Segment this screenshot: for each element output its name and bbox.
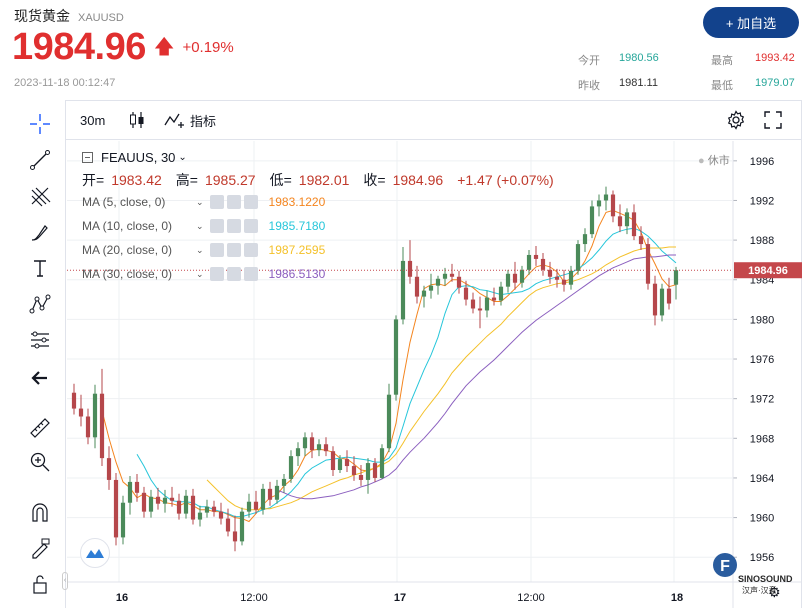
gear-icon[interactable] bbox=[226, 195, 241, 209]
close-icon[interactable] bbox=[243, 195, 258, 209]
ma-5-value: 1983.1220 bbox=[268, 195, 326, 209]
candlestick-icon[interactable] bbox=[128, 109, 146, 131]
gear-icon[interactable] bbox=[226, 267, 241, 281]
instrument-symbol: XAUUSD bbox=[78, 12, 124, 24]
indicators-label: 指标 bbox=[190, 113, 217, 129]
ma-5-row[interactable]: MA (5, close, 0) ⌄ 1983.1220 bbox=[82, 195, 326, 209]
watermark-subtext: 汉声·汉意 bbox=[742, 586, 777, 595]
title-row: 现货黄金 XAUUSD bbox=[14, 6, 124, 26]
text-tool-icon[interactable] bbox=[24, 254, 56, 282]
close-icon[interactable] bbox=[243, 243, 258, 257]
brush-icon[interactable] bbox=[24, 218, 56, 246]
stat-high-value: 1993.42 bbox=[755, 52, 795, 64]
legend-symbol[interactable]: FEAUUS, 30 bbox=[101, 150, 176, 165]
symbol-line: FEAUUS, 30 ⌄ bbox=[82, 150, 187, 165]
ohlc-low: 低= 1982.01 bbox=[269, 172, 350, 188]
stat-open-value: 1980.56 bbox=[619, 52, 659, 64]
ma-10-value: 1985.7180 bbox=[268, 219, 326, 233]
market-closed-badge: ● 休市 bbox=[698, 155, 730, 167]
collapse-icon[interactable] bbox=[82, 152, 93, 163]
eye-icon[interactable] bbox=[209, 219, 224, 233]
ma-20-row[interactable]: MA (20, close, 0) ⌄ 1987.2595 bbox=[82, 243, 326, 257]
stat-low-label: 最低 bbox=[711, 80, 733, 92]
chevron-down-icon: ⌄ bbox=[196, 268, 204, 279]
chevron-down-icon: ⌄ bbox=[196, 220, 204, 231]
instrument-name: 现货黄金 bbox=[14, 8, 70, 24]
zoom-in-icon[interactable] bbox=[24, 448, 56, 476]
trend-line-icon[interactable] bbox=[24, 146, 56, 174]
ma-20-value: 1987.2595 bbox=[268, 243, 326, 257]
crosshair-icon[interactable] bbox=[24, 110, 56, 138]
lock-drawing-icon[interactable] bbox=[24, 534, 56, 562]
add-watchlist-button[interactable]: + 加自选 bbox=[703, 7, 799, 38]
chart-top-toolbar: 30m 指标 bbox=[66, 100, 802, 140]
indicators-icon bbox=[164, 113, 184, 128]
back-arrow-icon[interactable] bbox=[24, 364, 56, 392]
ohlc-line: 开= 1983.42 高= 1985.27 低= 1982.01 收= 1984.96 … bbox=[82, 170, 561, 190]
eye-icon[interactable] bbox=[209, 195, 224, 209]
close-icon[interactable] bbox=[243, 219, 258, 233]
ma-30-row[interactable]: MA (30, close, 0) ⌄ 1986.5130 bbox=[82, 267, 326, 281]
eye-icon[interactable] bbox=[209, 267, 224, 281]
status-dot-icon: ● bbox=[698, 155, 705, 167]
gear-icon[interactable] bbox=[226, 219, 241, 233]
eye-icon[interactable] bbox=[209, 243, 224, 257]
stat-high-label: 最高 bbox=[711, 55, 733, 67]
collapse-toolbar-icon[interactable]: ‹ bbox=[62, 572, 68, 590]
price-row: 1984.96 🡅 +0.19% bbox=[12, 26, 234, 69]
magnet-icon[interactable] bbox=[24, 498, 56, 526]
close-icon[interactable] bbox=[243, 267, 258, 281]
quote-header: 现货黄金 XAUUSD 1984.96 🡅 +0.19% 2023-11-18 … bbox=[0, 0, 809, 100]
chevron-down-icon[interactable]: ⌄ bbox=[178, 152, 187, 163]
stat-low-value: 1979.07 bbox=[755, 77, 795, 89]
ruler-icon[interactable] bbox=[24, 414, 56, 442]
tradingview-logo-icon[interactable] bbox=[80, 538, 110, 568]
stat-open-label: 今开 bbox=[578, 55, 600, 67]
gear-icon[interactable] bbox=[226, 243, 241, 257]
drawing-toolbar bbox=[14, 100, 66, 608]
last-price: 1984.96 bbox=[12, 26, 146, 68]
ma-10-row[interactable]: MA (10, close, 0) ⌄ 1985.7180 bbox=[82, 219, 326, 233]
pitchfork-icon[interactable] bbox=[24, 182, 56, 210]
interval-selector[interactable]: 30m bbox=[80, 112, 106, 128]
indicators-button[interactable]: 指标 bbox=[164, 109, 216, 131]
chevron-down-icon: ⌄ bbox=[196, 244, 204, 255]
pattern-icon[interactable] bbox=[24, 290, 56, 318]
price-change: +0.19% bbox=[182, 39, 234, 56]
ohlc-close: 收= 1984.96 bbox=[363, 172, 444, 188]
stat-prevclose-value: 1981.11 bbox=[619, 77, 658, 89]
chart-settings-gear-icon[interactable]: ⚙ bbox=[768, 584, 781, 600]
arrow-up-icon: 🡅 bbox=[153, 35, 175, 58]
ohlc-high: 高= 1985.27 bbox=[175, 172, 256, 188]
quote-timestamp: 2023-11-18 00:12:47 bbox=[14, 77, 116, 89]
fullscreen-icon[interactable] bbox=[764, 109, 782, 131]
settings-icon[interactable] bbox=[726, 109, 746, 131]
ohlc-change: +1.47 (+0.07%) bbox=[457, 172, 554, 188]
ohlc-open: 开= 1983.42 bbox=[82, 172, 162, 188]
chevron-down-icon: ⌄ bbox=[196, 196, 204, 207]
svg-text:F: F bbox=[720, 558, 730, 575]
lock-icon[interactable] bbox=[24, 570, 56, 598]
stat-prevclose-label: 昨收 bbox=[578, 80, 600, 92]
watermark-logo: F SINOSOUND 汉声·汉意 bbox=[712, 552, 804, 608]
prediction-icon[interactable] bbox=[24, 326, 56, 354]
ma-30-value: 1986.5130 bbox=[268, 267, 326, 281]
watermark-text: SINOSOUND bbox=[738, 574, 793, 584]
